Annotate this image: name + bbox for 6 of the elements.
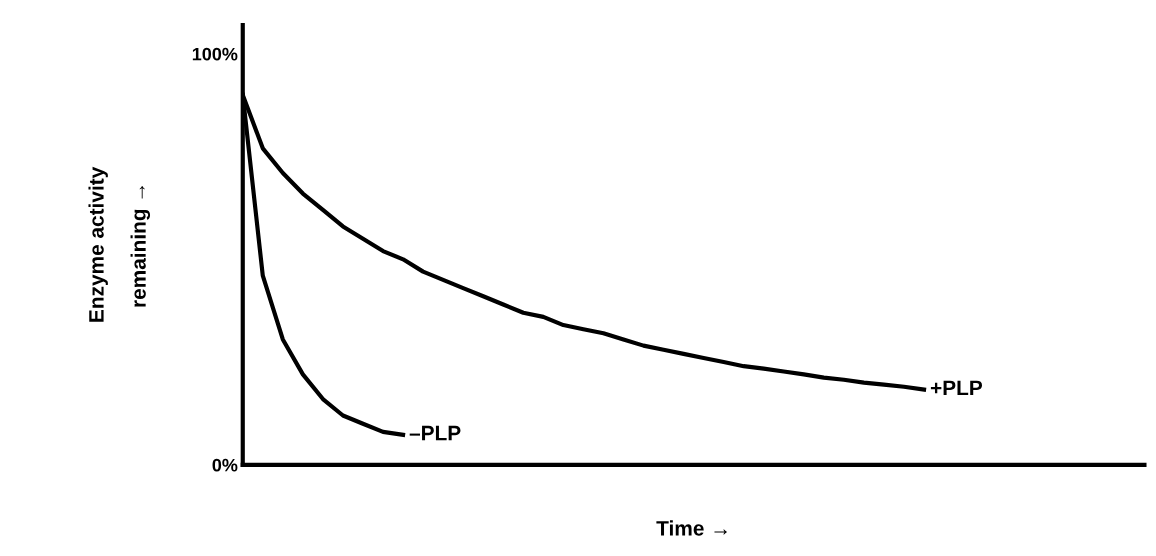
series-label: –PLP <box>409 425 461 441</box>
y-axis-title: Enzyme activity remaining → <box>88 166 151 322</box>
y-tick-label: 0% <box>212 458 238 472</box>
x-axis-title: Time → <box>656 520 727 536</box>
y-tick-label: 100% <box>192 47 238 61</box>
series-label: +PLP <box>930 380 983 395</box>
